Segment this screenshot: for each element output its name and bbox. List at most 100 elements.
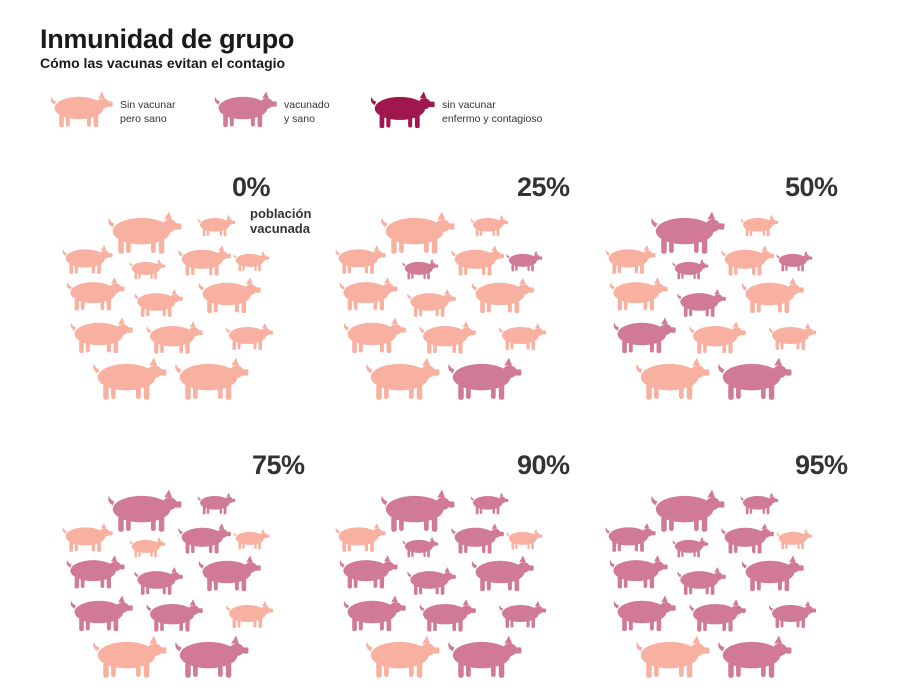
pig-vaccinated-icon — [66, 555, 125, 589]
pig-vaccinated-icon — [178, 523, 231, 554]
pig-vaccinated-icon — [451, 523, 504, 554]
pig-unvaccinated-icon — [233, 250, 270, 272]
pig-unvaccinated-icon — [134, 289, 183, 317]
pig-vaccinated-icon — [471, 555, 534, 592]
pig-vaccinated-icon — [769, 601, 816, 628]
percent-label: 90% — [517, 450, 570, 480]
pig-vaccinated-icon — [343, 595, 406, 632]
pig-vaccinated-icon — [402, 258, 439, 280]
legend-label: sin vacunar — [442, 99, 496, 111]
panel-50-percent: 50% — [603, 170, 873, 420]
pig-unvaccinated-icon — [506, 528, 543, 550]
pig-vaccinated-icon — [718, 357, 792, 400]
pig-unvaccinated-icon — [197, 214, 236, 237]
pig-unvaccinated-icon — [226, 601, 273, 628]
pig-unvaccinated-icon — [407, 289, 456, 317]
pig-icon — [214, 91, 277, 128]
pig-unvaccinated-icon — [335, 523, 386, 552]
pig-vaccinated-icon — [718, 635, 792, 678]
pig-vaccinated-icon — [146, 599, 203, 632]
pig-vaccinated-icon — [613, 595, 676, 632]
pig-icon — [212, 90, 278, 135]
pig-icon — [50, 91, 113, 128]
legend-label: enfermo y contagioso — [442, 113, 543, 125]
percent-label: 75% — [252, 450, 305, 480]
pig-unvaccinated-icon — [129, 536, 166, 558]
pig-icon — [48, 90, 114, 135]
pig-vaccinated-icon — [672, 536, 709, 558]
pig-vaccinated-icon — [651, 489, 725, 532]
pig-vaccinated-icon — [470, 492, 509, 515]
percent-label: 50% — [785, 172, 838, 202]
panel-90-percent: 90% — [333, 448, 603, 698]
pig-vaccinated-icon — [419, 599, 476, 632]
pig-vaccinated-icon — [381, 489, 455, 532]
pig-unvaccinated-icon — [93, 635, 167, 678]
pig-vaccinated-icon — [448, 635, 522, 678]
pig-vaccinated-icon — [108, 489, 182, 532]
legend-label: pero sano — [120, 113, 167, 125]
pig-unvaccinated-icon — [178, 245, 231, 276]
pig-vaccinated-icon — [407, 567, 456, 595]
pig-unvaccinated-icon — [146, 321, 203, 354]
pig-unvaccinated-icon — [721, 245, 774, 276]
pig-unvaccinated-icon — [636, 635, 710, 678]
pig-unvaccinated-icon — [335, 245, 386, 274]
pig-unvaccinated-icon — [366, 357, 440, 400]
pig-vaccinated-icon — [198, 555, 261, 592]
pig-unvaccinated-icon — [70, 317, 133, 354]
pig-vaccinated-icon — [740, 492, 779, 515]
legend-label: Sin vacunar — [120, 99, 176, 111]
pig-vaccinated-icon — [339, 555, 398, 589]
percent-label: 25% — [517, 172, 570, 202]
page-subtitle: Cómo las vacunas evitan el contagio — [40, 55, 286, 71]
pig-unvaccinated-icon — [339, 277, 398, 311]
pig-unvaccinated-icon — [740, 214, 779, 237]
pig-unvaccinated-icon — [198, 277, 261, 314]
pig-unvaccinated-icon — [93, 357, 167, 400]
pig-unvaccinated-icon — [499, 323, 546, 350]
pig-unvaccinated-icon — [776, 528, 813, 550]
pig-vaccinated-icon — [741, 555, 804, 592]
pig-unvaccinated-icon — [451, 245, 504, 276]
pig-unvaccinated-icon — [62, 245, 113, 274]
pig-vaccinated-icon — [689, 599, 746, 632]
pig-unvaccinated-icon — [366, 635, 440, 678]
pig-unvaccinated-icon — [741, 277, 804, 314]
pig-unvaccinated-icon — [636, 357, 710, 400]
pig-vaccinated-icon — [651, 211, 725, 254]
pig-unvaccinated-icon — [381, 211, 455, 254]
pig-vaccinated-icon — [70, 595, 133, 632]
pig-unvaccinated-icon — [129, 258, 166, 280]
percent-sublabel: población vacunada — [250, 206, 312, 236]
pig-unvaccinated-icon — [689, 321, 746, 354]
pig-vaccinated-icon — [402, 536, 439, 558]
percent-label: 0% — [232, 172, 271, 202]
pig-unvaccinated-icon — [175, 357, 249, 400]
pig-vaccinated-icon — [672, 258, 709, 280]
pig-unvaccinated-icon — [470, 214, 509, 237]
pig-unvaccinated-icon — [419, 321, 476, 354]
pig-vaccinated-icon — [605, 523, 656, 552]
pig-unvaccinated-icon — [233, 528, 270, 550]
legend-label: vacunado — [284, 99, 330, 111]
pig-unvaccinated-icon — [62, 523, 113, 552]
percent-label: 95% — [795, 450, 848, 480]
panel-95-percent: 95% — [603, 448, 873, 698]
pig-vaccinated-icon — [197, 492, 236, 515]
pig-vaccinated-icon — [506, 250, 543, 272]
pig-unvaccinated-icon — [343, 317, 406, 354]
pig-vaccinated-icon — [776, 250, 813, 272]
pig-vaccinated-icon — [721, 523, 774, 554]
pig-vaccinated-icon — [134, 567, 183, 595]
pig-vaccinated-icon — [175, 635, 249, 678]
page-title: Inmunidad de grupo — [40, 24, 295, 54]
panel-75-percent: 75% — [60, 448, 330, 698]
pig-unvaccinated-icon — [609, 277, 668, 311]
pig-vaccinated-icon — [677, 289, 726, 317]
panel-0-percent: 0% población vacunada — [60, 170, 330, 420]
pig-unvaccinated-icon — [605, 245, 656, 274]
panel-25-percent: 25% — [333, 170, 603, 420]
pig-unvaccinated-icon — [66, 277, 125, 311]
pig-vaccinated-icon — [677, 567, 726, 595]
